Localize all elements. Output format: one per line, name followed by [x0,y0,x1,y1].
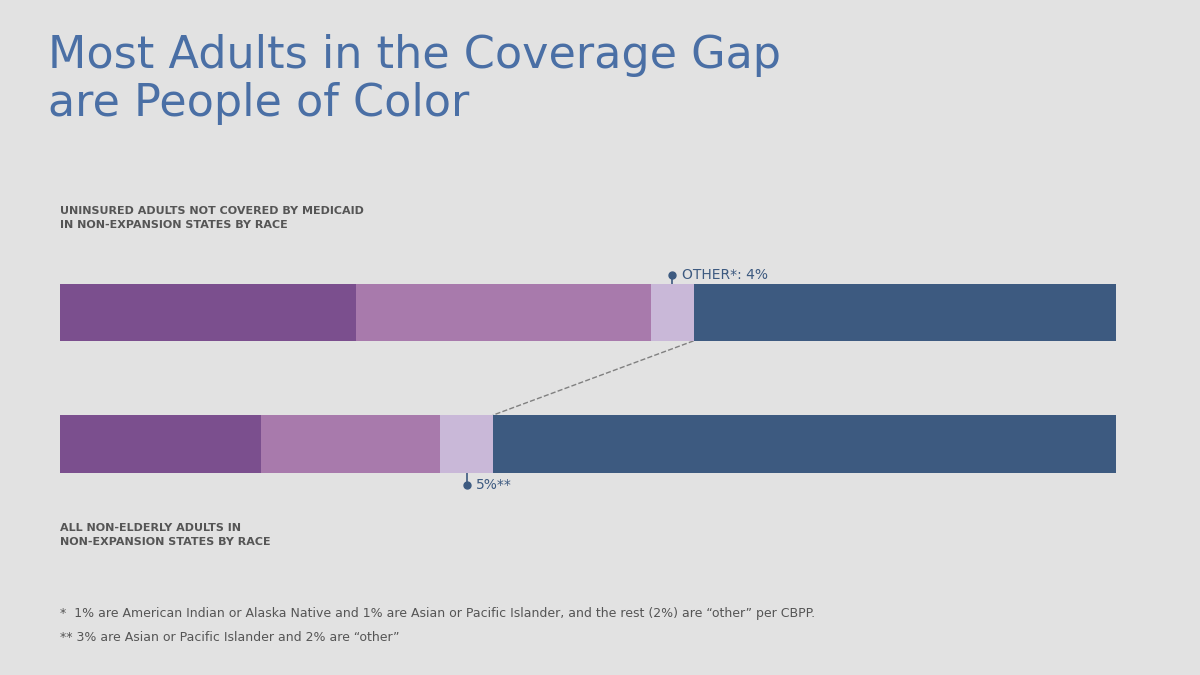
Text: ** 3% are Asian or Pacific Islander and 2% are “other”: ** 3% are Asian or Pacific Islander and … [60,631,400,644]
Text: 17%: 17% [334,437,367,451]
Text: *  1% are American Indian or Alaska Native and 1% are Asian or Pacific Islander,: * 1% are American Indian or Alaska Nativ… [60,608,815,620]
Text: Most Adults in the Coverage Gap
are People of Color: Most Adults in the Coverage Gap are Peop… [48,34,781,125]
Text: LATINO: 28%: LATINO: 28% [454,305,554,319]
Text: ALL NON-ELDERLY ADULTS IN
NON-EXPANSION STATES BY RACE: ALL NON-ELDERLY ADULTS IN NON-EXPANSION … [60,523,271,547]
Text: 5%**: 5%** [476,478,512,491]
Text: 19%: 19% [144,437,178,451]
Text: UNINSURED ADULTS NOT COVERED BY MEDICAID
IN NON-EXPANSION STATES BY RACE: UNINSURED ADULTS NOT COVERED BY MEDICAID… [60,206,364,230]
Text: OTHER*: 4%: OTHER*: 4% [682,268,768,281]
Text: WHITE: 40%: WHITE: 40% [857,305,953,319]
Text: 59%: 59% [787,437,821,451]
Text: BLACK: 28%: BLACK: 28% [161,305,256,319]
